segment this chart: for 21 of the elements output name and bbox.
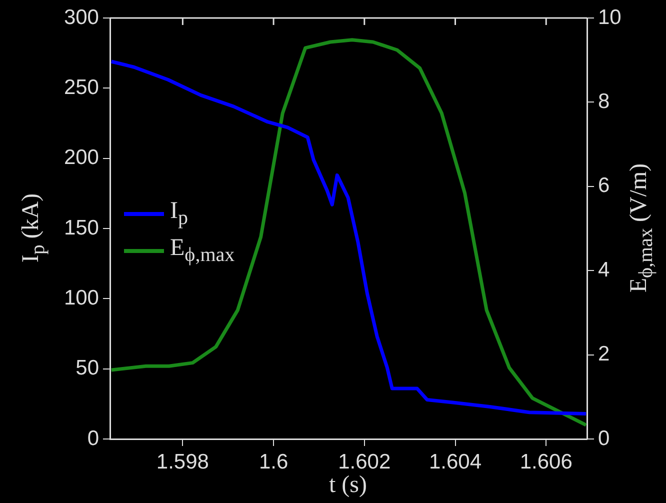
y-tick-label: 150 xyxy=(64,216,99,240)
y2-tick-label: 2 xyxy=(598,342,610,366)
x-tick-label: 1.606 xyxy=(520,450,572,474)
y-tick-label: 50 xyxy=(76,356,99,380)
x-tick-label: 1.598 xyxy=(156,450,209,474)
x-axis-title: t (s) xyxy=(329,472,367,499)
y2-tick-label: 8 xyxy=(598,90,610,113)
x-tick-label: 1.604 xyxy=(428,450,482,474)
y-tick-label: 0 xyxy=(87,426,99,450)
y-tick-label: 300 xyxy=(64,6,99,29)
y-tick-label: 200 xyxy=(64,146,99,170)
legend-label: I$_{p}$ xyxy=(170,197,188,231)
y-tick-label: 250 xyxy=(64,76,99,99)
x-tick-label: 1.602 xyxy=(338,450,391,474)
y2-tick-label: 6 xyxy=(598,174,610,198)
x-tick-label: 1.6 xyxy=(258,450,288,474)
y2-tick-label: 10 xyxy=(598,6,622,29)
y2-tick-label: 0 xyxy=(598,426,610,450)
y-tick-label: 100 xyxy=(64,286,99,310)
legend-label: E$_{ϕ,max}$ xyxy=(170,234,235,268)
y2-tick-label: 4 xyxy=(598,258,610,282)
